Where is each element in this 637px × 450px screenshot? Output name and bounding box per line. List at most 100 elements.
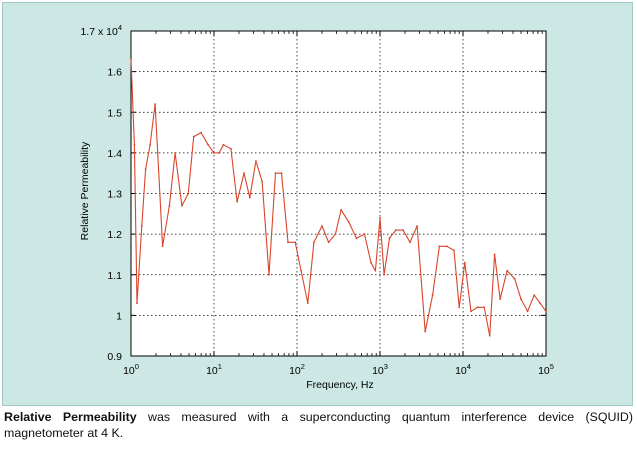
figure-caption: Relative Permeability was measured with … [4,409,633,441]
data-point [347,221,350,223]
data-point [274,172,277,175]
data-point [222,143,225,146]
data-point [248,196,251,199]
data-point [130,58,132,61]
x-tick-label: 103 [372,362,388,377]
data-point [394,229,397,232]
data-point [493,253,496,256]
data-point [313,241,315,244]
data-point [453,249,455,252]
data-point [409,241,411,244]
x-axis-title: Frequency, Hz [306,379,374,391]
x-tick-exponent: 3 [384,362,388,371]
y-tick-label: 0.9 [107,351,122,363]
data-point [230,147,232,150]
x-tick-base: 10 [206,365,218,377]
data-point [334,233,337,236]
data-point [306,302,309,305]
data-point [470,310,472,313]
x-tick-base: 10 [538,365,550,377]
data-point [340,208,342,211]
x-tick-base: 10 [372,365,384,377]
data-point [156,152,159,154]
x-tick-exponent: 2 [301,362,305,371]
data-point [539,302,541,305]
series-group [130,58,547,337]
y-top-tick-prefix: 1.7 x 10 [80,26,118,38]
data-point [136,302,138,305]
y-tick-label: 1.4 [107,148,122,160]
data-point [533,294,536,296]
data-point [149,143,152,146]
data-point [526,310,529,313]
y-tick-label: 1.6 [107,67,122,79]
data-point [363,233,366,236]
data-point [144,168,147,171]
data-point [174,152,177,154]
data-point [520,298,522,300]
x-tick-label: 101 [206,362,222,377]
data-point [280,172,283,175]
x-tick-exponent: 5 [550,362,554,371]
y-top-tick-exponent: 4 [118,23,122,32]
data-point [236,200,239,203]
data-point [388,237,391,240]
data-point [416,225,418,227]
data-point [370,261,372,264]
data-point [268,273,270,276]
data-point [261,180,263,183]
data-point [154,103,157,105]
data-point [458,306,461,309]
data-point [476,306,479,309]
data-point [140,225,143,227]
data-point [488,334,491,337]
x-tick-label: 105 [538,362,554,377]
x-tick-label: 104 [455,362,471,377]
data-point [200,131,203,134]
y-tick-label: 1.5 [107,107,122,119]
x-tick-base: 10 [455,365,467,377]
data-point [300,269,302,272]
x-tick-label: 100 [123,362,139,377]
data-point [446,245,448,248]
data-point [327,241,330,244]
caption-bold: Relative Permeability [4,410,137,424]
data-point [192,135,195,138]
grid-lines [131,31,546,356]
x-tick-exponent: 4 [467,362,471,371]
data-point [513,277,516,280]
y-axis-title: Relative Permeability [79,141,91,240]
data-point [438,245,441,248]
y-tick-label: 1.3 [107,189,122,201]
data-point [431,294,434,296]
relative-permeability-chart: 100 101 102 103 104 1050.911.11.21.31.41.51.6… [79,23,554,391]
data-point [243,172,245,175]
data-point [545,310,547,313]
data-point [374,269,377,272]
data-point [321,225,323,227]
data-point [506,269,508,272]
tick-labels: 100 101 102 103 104 1050.911.11.21.31.41.51.6… [80,23,553,377]
x-tick-label: 102 [289,362,305,377]
x-tick-base: 10 [289,365,301,377]
data-point [133,143,136,146]
data-point [383,273,385,276]
y-tick-label: 1.2 [107,229,122,241]
data-point [355,237,358,240]
data-point [168,204,171,207]
x-tick-base: 10 [123,365,135,377]
data-point [463,261,466,264]
data-point [287,241,289,244]
data-point [483,306,486,309]
data-point [187,192,190,195]
data-point [499,298,501,300]
data-point [424,330,427,333]
data-point [181,204,183,207]
data-point [294,241,297,244]
data-point [255,160,257,162]
y-tick-label: 1.1 [107,270,122,282]
caption-text: was measured with a superconducting quan… [4,410,633,440]
data-point [161,245,164,248]
axes [130,30,547,357]
y-top-tick-label: 1.7 x 104 [80,23,122,38]
